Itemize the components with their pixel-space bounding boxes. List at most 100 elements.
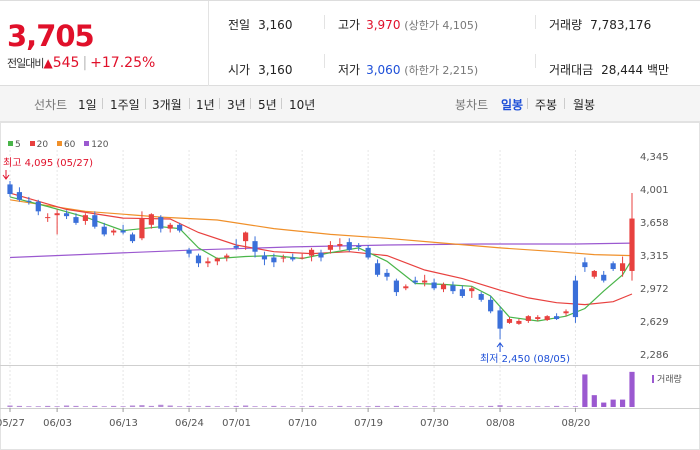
volume-label: 거래량 <box>549 18 583 32</box>
low-annotation: 최저 2,450 (08/05) <box>480 353 570 365</box>
volume-bar <box>554 405 560 407</box>
candle-body <box>129 234 136 242</box>
volume-bar <box>469 406 475 407</box>
volume-bar <box>601 402 607 407</box>
volume-bar <box>506 406 513 407</box>
legend-ma60: 60 <box>56 140 75 150</box>
tab-1year[interactable]: 1년 <box>196 98 215 112</box>
candle-body <box>318 252 324 258</box>
candle-body <box>252 241 258 252</box>
legend-label: 20 <box>36 140 49 150</box>
divider <box>324 54 325 68</box>
volume-bar <box>280 406 286 407</box>
swatch <box>8 141 13 146</box>
legend-label: 120 <box>91 140 109 150</box>
volume-bar <box>384 406 390 407</box>
volume-bar <box>412 406 418 407</box>
volume-bar <box>337 405 343 407</box>
x-tick-label: 07/01 <box>222 418 251 429</box>
tab-monthly[interactable]: 월봉 <box>573 98 596 112</box>
divider <box>564 98 565 109</box>
swatch <box>56 141 62 146</box>
volume-bar <box>92 405 98 407</box>
volume-bar <box>403 406 409 407</box>
tab-10year[interactable]: 10년 <box>289 98 316 112</box>
high-annotation: 최고 4,095 (05/27) <box>3 157 93 169</box>
volume-bar <box>26 406 32 407</box>
candle-body <box>544 316 550 320</box>
y-tick-label: 2,972 <box>640 284 669 295</box>
volume-bar <box>139 405 145 407</box>
candle-body <box>177 224 183 231</box>
volume-bar <box>73 405 79 407</box>
volume-bar <box>214 406 220 407</box>
lower-limit: (하한가 2,215) <box>404 64 479 77</box>
volume-legend-swatch <box>652 375 654 383</box>
legend-ma120: 120 <box>84 140 108 150</box>
up-arrow-icon: ▲ <box>43 56 53 70</box>
volume-bar <box>488 405 494 407</box>
volume-bar <box>619 399 626 407</box>
high-value: 3,970 <box>366 18 401 32</box>
divider <box>281 98 282 109</box>
volume-bar <box>148 405 154 407</box>
divider <box>219 98 220 109</box>
volume-bar <box>45 405 51 407</box>
candle-body <box>488 299 494 312</box>
candle-body <box>186 249 192 254</box>
candle-body <box>563 311 569 314</box>
volume-bar <box>563 406 569 407</box>
x-tick-label: 07/10 <box>288 418 317 429</box>
volume-bar <box>440 406 447 407</box>
candle-chart-label: 봉차트 <box>455 98 489 112</box>
x-tick-label: 08/08 <box>486 418 515 429</box>
candle-body <box>35 201 41 212</box>
volume-bar <box>35 406 41 407</box>
y-tick-label: 2,286 <box>640 350 669 361</box>
tab-1week[interactable]: 1주일 <box>110 98 140 112</box>
candle-body <box>214 258 220 262</box>
tab-5year[interactable]: 5년 <box>258 98 277 112</box>
tab-3month[interactable]: 3개월 <box>152 98 182 112</box>
volume-bar <box>374 405 381 407</box>
candle-body <box>440 284 447 290</box>
candle-body <box>26 200 32 202</box>
candle-body <box>374 263 381 275</box>
legend-ma5: 5 <box>8 140 21 150</box>
volume-bar <box>346 406 352 407</box>
high-label: 고가 <box>338 18 361 32</box>
divider <box>102 98 103 109</box>
candle-body <box>299 257 305 259</box>
volume-bar <box>243 405 249 407</box>
tab-daily[interactable]: 일봉 <box>501 98 524 112</box>
legend-label: 5 <box>15 140 21 150</box>
candle-body <box>101 226 107 235</box>
tab-weekly[interactable]: 주봉 <box>535 98 558 112</box>
trade-value-stat: 거래대금 28,444 백만 <box>549 61 669 78</box>
volume-bar <box>525 406 531 407</box>
volume-bar <box>290 406 296 407</box>
candle-body <box>572 280 579 318</box>
ma60-line <box>9 199 633 257</box>
candle-body <box>337 244 343 246</box>
candle-body <box>111 230 117 233</box>
volume-bar <box>54 406 60 407</box>
candle-body <box>450 285 456 292</box>
volume-bar <box>299 406 305 407</box>
candle-body <box>356 245 362 247</box>
tab-1day[interactable]: 1일 <box>78 98 97 112</box>
candle-body <box>459 289 465 296</box>
candle-body <box>54 213 60 216</box>
volume-bar <box>544 406 550 407</box>
tab-3year[interactable]: 3년 <box>227 98 246 112</box>
x-tick-label: 05/27 <box>0 418 25 429</box>
high-arrow-icon <box>2 170 10 180</box>
trade-value-value: 28,444 <box>601 63 644 77</box>
candle-body <box>7 184 13 195</box>
candle-body <box>582 262 588 268</box>
quote-summary: 3,705 전일대비▲545 | +17.25% 전일 3,160 시가 3,160 고… <box>0 0 700 87</box>
candle-body <box>403 286 409 289</box>
volume-bar <box>261 406 268 407</box>
low-value: 3,060 <box>366 63 401 77</box>
